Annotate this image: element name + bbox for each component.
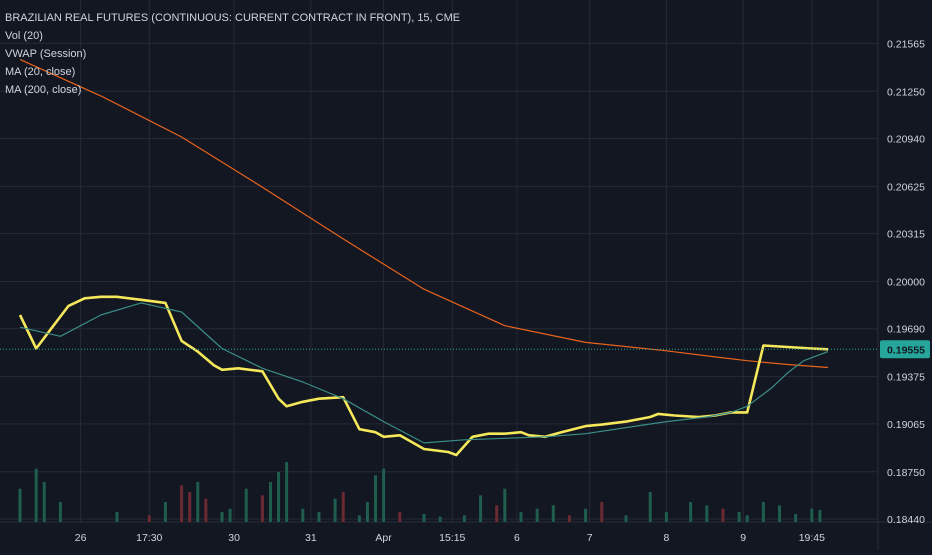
legend-ma200[interactable]: MA (200, close) (5, 84, 82, 96)
volume-bar (818, 510, 822, 522)
volume-bar (438, 516, 442, 522)
x-tick-label: 19:45 (799, 532, 825, 544)
x-tick-label: 31 (305, 532, 317, 544)
volume-bar (503, 488, 507, 522)
volume-bar (398, 512, 402, 522)
y-tick-label: 0.21250 (887, 86, 925, 98)
volume-bar (268, 482, 272, 522)
legend-volume[interactable]: Vol (20) (5, 30, 43, 42)
volume-bar (317, 512, 321, 522)
volume-bar (648, 492, 652, 522)
volume-bar (794, 514, 798, 522)
y-tick-label: 0.19065 (887, 419, 925, 431)
legend-ma20[interactable]: MA (20, close) (5, 66, 76, 78)
ma200-line (19, 58, 829, 369)
volume-bar (115, 512, 119, 522)
volume-bar (624, 515, 628, 522)
volume-bar (422, 514, 426, 522)
y-tick-label: 0.20315 (887, 229, 925, 241)
y-tick-label: 0.19375 (887, 372, 925, 384)
volume-bar (42, 482, 46, 522)
volume-bar (462, 515, 466, 522)
volume-bar (333, 498, 337, 522)
volume-bar (228, 508, 232, 522)
volume-bar (737, 512, 741, 522)
volume-bar (778, 505, 782, 522)
volume-bar (705, 505, 709, 522)
volume-bar (196, 482, 200, 522)
volume-bar (180, 485, 184, 522)
chart-title[interactable]: BRAZILIAN REAL FUTURES (CONTINUOUS: CURR… (5, 12, 461, 24)
y-tick-label: 0.20000 (887, 277, 925, 289)
last-price-label: 0.19555 (887, 344, 925, 356)
volume-bar (535, 508, 539, 522)
volume-bar (551, 505, 555, 522)
x-tick-label: 17:30 (136, 532, 162, 544)
volume-bar (301, 508, 305, 522)
volume-bar (244, 488, 248, 522)
volume-bars (18, 462, 822, 522)
y-tick-label: 0.18440 (887, 514, 925, 526)
chart-legend: BRAZILIAN REAL FUTURES (CONTINUOUS: CURR… (5, 9, 460, 99)
volume-bar (341, 492, 345, 522)
x-tick-label: Apr (375, 532, 392, 544)
ma20-line (19, 302, 829, 444)
volume-bar (285, 462, 289, 522)
x-tick-label: 26 (75, 532, 87, 544)
y-tick-label: 0.18750 (887, 467, 925, 479)
volume-bar (584, 508, 588, 522)
x-tick-label: 8 (663, 532, 669, 544)
volume-bar (365, 502, 369, 522)
volume-bar (163, 502, 167, 522)
vwap-line (18, 295, 829, 457)
volume-bar (357, 515, 361, 522)
volume-bar (761, 502, 765, 522)
x-tick-label: 30 (228, 532, 240, 544)
volume-bar (495, 505, 499, 522)
volume-bar (600, 502, 604, 522)
y-tick-label: 0.19690 (887, 324, 925, 336)
volume-bar (689, 502, 693, 522)
y-tick-label: 0.20625 (887, 181, 925, 193)
volume-bar (34, 468, 38, 522)
volume-bar (58, 502, 62, 522)
series-lines (18, 58, 829, 457)
volume-bar (382, 468, 386, 522)
volume-bar (220, 512, 224, 522)
y-tick-label: 0.21565 (887, 38, 925, 50)
volume-bar (260, 495, 264, 522)
volume-bar (721, 508, 725, 522)
volume-bar (18, 488, 22, 522)
volume-bar (204, 498, 208, 522)
x-tick-label: 6 (514, 532, 520, 544)
x-tick-label: 9 (740, 532, 746, 544)
x-tick-label: 15:15 (439, 532, 465, 544)
volume-bar (147, 515, 151, 522)
volume-bar (479, 495, 483, 522)
volume-bar (745, 515, 749, 522)
last-price-tag: 0.19555 (880, 340, 930, 359)
volume-bar (519, 512, 523, 522)
volume-bar (188, 492, 192, 522)
volume-bar (277, 472, 281, 522)
volume-bar (567, 515, 571, 522)
y-tick-label: 0.20940 (887, 133, 925, 145)
time-axis[interactable]: 26 17:30 30 31 Apr 15:15 6 7 8 9 19:45 (75, 532, 825, 544)
price-axis[interactable]: 0.21565 0.21250 0.20940 0.20625 0.20315 0.200… (887, 38, 925, 526)
x-tick-label: 7 (587, 532, 593, 544)
volume-bar (374, 475, 378, 522)
legend-vwap[interactable]: VWAP (Session) (5, 48, 87, 60)
volume-bar (810, 508, 814, 522)
volume-bar (664, 512, 668, 522)
